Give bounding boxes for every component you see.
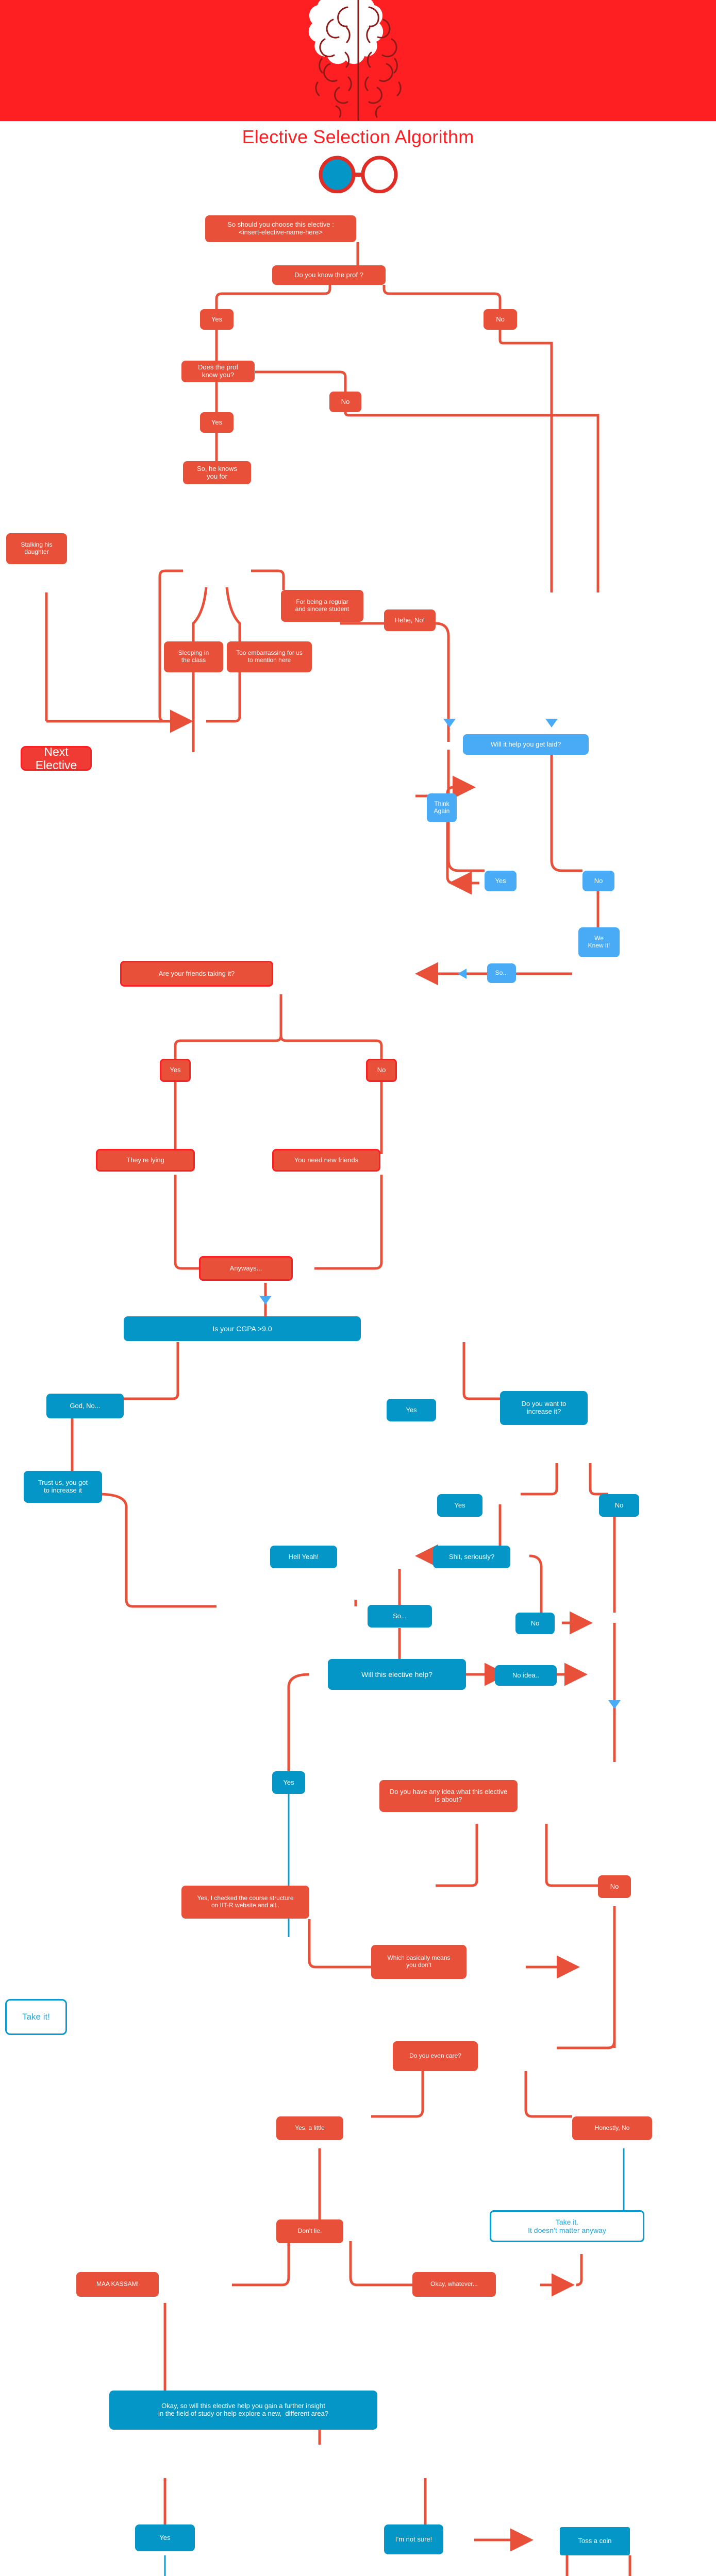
node-label: Think Again	[434, 800, 450, 815]
node-yes-a-little[interactable]: Yes, a little	[276, 2116, 343, 2140]
node-next-elective-1[interactable]: Next Elective	[21, 745, 92, 772]
header-banner	[0, 0, 716, 121]
page-title: Elective Selection Algorithm	[242, 126, 474, 147]
node-hell-yeah[interactable]: Hell Yeah!	[270, 1546, 337, 1568]
node-label: Yes, I checked the course structure on II…	[197, 1894, 294, 1909]
node-increase-yes[interactable]: Yes	[437, 1494, 482, 1517]
node-know-prof-no[interactable]: No	[484, 309, 517, 330]
node-help-yes[interactable]: Yes	[272, 1771, 305, 1794]
node-label: Take it. It doesn’t matter anyway	[528, 2217, 606, 2234]
node-you-need-new-friends[interactable]: You need new friends	[272, 1149, 380, 1172]
node-any-idea-no[interactable]: No	[598, 1875, 631, 1898]
node-label: Trust us, you got to increase it	[38, 1479, 88, 1494]
node-label: Too embarrassing for us to mention here	[236, 649, 303, 664]
node-prof-knows-yes[interactable]: Yes	[200, 412, 234, 433]
node-label: Which basically means you don’t	[387, 1954, 451, 1969]
node-does-prof-know-you[interactable]: Does the prof know you?	[181, 361, 255, 382]
node-label: Does the prof know you?	[197, 363, 239, 379]
node-label: Do you have any idea what this elective i…	[389, 1788, 508, 1803]
node-do-you-know-the-prof[interactable]: Do you know the prof ?	[272, 265, 386, 285]
brain-icon	[308, 0, 402, 121]
node-regular-sincere-student[interactable]: For being a regular and sincere student	[281, 590, 363, 622]
node-label: So, he knows you for	[196, 464, 238, 480]
node-theyre-lying[interactable]: They’re lying	[96, 1149, 195, 1172]
node-do-you-want-to-increase-it[interactable]: Do you want to increase it?	[500, 1391, 588, 1425]
node-we-knew-it[interactable]: We Knew it!	[578, 927, 620, 957]
node-anyways[interactable]: Anyways...	[199, 1256, 293, 1281]
node-honestly-no[interactable]: Honestly, No	[572, 2116, 652, 2140]
node-so-he-knows-you-for[interactable]: So, he knows you for	[183, 461, 251, 484]
node-are-your-friends-taking-it[interactable]: Are your friends taking it?	[120, 961, 273, 987]
node-maa-kassam[interactable]: MAA KASSAM!	[76, 2272, 159, 2297]
node-label: Do you want to increase it?	[521, 1400, 567, 1415]
node-im-not-sure[interactable]: I’m not sure!	[384, 2524, 443, 2554]
node-sleeping-in-the-class[interactable]: Sleeping in the class	[164, 641, 223, 672]
node-insight-yes[interactable]: Yes	[135, 2524, 195, 2551]
node-dont-lie[interactable]: Don’t lie.	[276, 2219, 343, 2243]
node-increase-no[interactable]: No	[599, 1494, 639, 1517]
node-toss-a-coin[interactable]: Toss a coin	[560, 2527, 630, 2555]
node-label: So should you choose this elective : <ins…	[227, 221, 334, 236]
node-which-basically-means[interactable]: Which basically means you don’t	[371, 1945, 467, 1979]
node-laid-yes[interactable]: Yes	[485, 871, 517, 891]
node-so-2[interactable]: So...	[368, 1605, 432, 1628]
node-cgpa-yes[interactable]: Yes	[387, 1399, 436, 1421]
node-laid-no[interactable]: No	[582, 871, 614, 891]
node-friends-yes[interactable]: Yes	[160, 1059, 191, 1082]
node-will-it-help-you-get-laid[interactable]: Will it help you get laid?	[463, 734, 589, 755]
node-yes-i-checked[interactable]: Yes, I checked the course structure on II…	[181, 1886, 309, 1919]
node-think-again[interactable]: Think Again	[427, 793, 457, 822]
node-take-it-1[interactable]: Take it!	[5, 1999, 67, 2035]
node-so-1[interactable]: So...	[487, 963, 516, 983]
node-will-this-elective-help[interactable]: Will this elective help?	[328, 1659, 466, 1690]
node-okay-whatever[interactable]: Okay, whatever...	[412, 2272, 496, 2297]
node-hehe-no[interactable]: Hehe, No!	[384, 609, 436, 631]
node-is-your-cgpa[interactable]: Is your CGPA >9.0	[124, 1316, 361, 1341]
glasses-icon	[319, 156, 397, 193]
node-trust-us[interactable]: Trust us, you got to increase it	[24, 1471, 102, 1503]
node-stalking-his-daughter[interactable]: Stalking his daughter	[6, 533, 67, 564]
node-take-it-2[interactable]: Take it. It doesn’t matter anyway	[490, 2210, 644, 2242]
node-friends-no[interactable]: No	[366, 1059, 397, 1082]
node-do-you-even-care[interactable]: Do you even care?	[393, 2041, 478, 2071]
node-label: Sleeping in the class	[178, 649, 209, 664]
node-label: Okay, so will this elective help you gai…	[158, 2402, 329, 2417]
node-too-embarrassing[interactable]: Too embarrassing for us to mention here	[227, 641, 312, 672]
node-shit-seriously-no[interactable]: No	[515, 1613, 555, 1634]
node-label: For being a regular and sincere student	[295, 598, 349, 613]
node-know-prof-yes[interactable]: Yes	[200, 309, 234, 330]
node-label: Stalking his daughter	[21, 541, 53, 555]
node-no-idea[interactable]: No idea..	[495, 1665, 557, 1686]
node-prof-knows-no[interactable]: No	[329, 392, 361, 412]
node-label: We Knew it!	[588, 935, 610, 949]
node-start[interactable]: So should you choose this elective : <ins…	[205, 215, 356, 242]
node-shit-seriously[interactable]: Shit, seriously?	[433, 1546, 510, 1568]
node-insight-question[interactable]: Okay, so will this elective help you gai…	[109, 2391, 377, 2430]
node-do-you-have-any-idea[interactable]: Do you have any idea what this elective i…	[379, 1780, 518, 1812]
node-god-no[interactable]: God, No...	[46, 1394, 124, 1418]
